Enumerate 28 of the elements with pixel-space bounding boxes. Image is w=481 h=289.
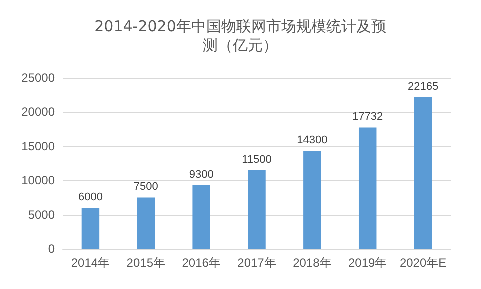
bar xyxy=(82,208,100,249)
bar xyxy=(192,185,210,249)
y-tick-label: 20000 xyxy=(22,105,56,120)
data-label: 17732 xyxy=(352,111,384,124)
data-label: 7500 xyxy=(134,181,158,194)
x-tick-label: 2014年 xyxy=(71,256,110,270)
x-tick-label: 2016年 xyxy=(182,256,221,270)
bar xyxy=(248,170,266,249)
data-label: 22165 xyxy=(408,80,439,93)
y-tick-label: 0 xyxy=(48,242,56,256)
y-tick-label: 25000 xyxy=(22,71,56,85)
bar xyxy=(137,198,156,249)
x-tick-label: 2020年E xyxy=(400,256,447,270)
x-tick-label: 2018年 xyxy=(293,256,332,270)
y-tick-label: 15000 xyxy=(22,139,56,154)
data-label: 11500 xyxy=(242,154,272,166)
bar xyxy=(304,151,322,249)
bar xyxy=(358,128,377,249)
data-label: 9300 xyxy=(189,168,214,181)
data-label: 6000 xyxy=(78,191,103,204)
bar xyxy=(414,97,432,249)
x-tick-label: 2015年 xyxy=(126,256,166,270)
x-tick-label: 2017年 xyxy=(238,256,276,270)
data-label: 14300 xyxy=(297,134,328,147)
y-tick-label: 5000 xyxy=(28,208,56,222)
y-tick-label: 10000 xyxy=(22,174,56,188)
chart-title: 2014-2020年中国物联网市场规模统计及预测（亿元） xyxy=(94,18,386,54)
x-tick-label: 2019年 xyxy=(348,256,388,270)
